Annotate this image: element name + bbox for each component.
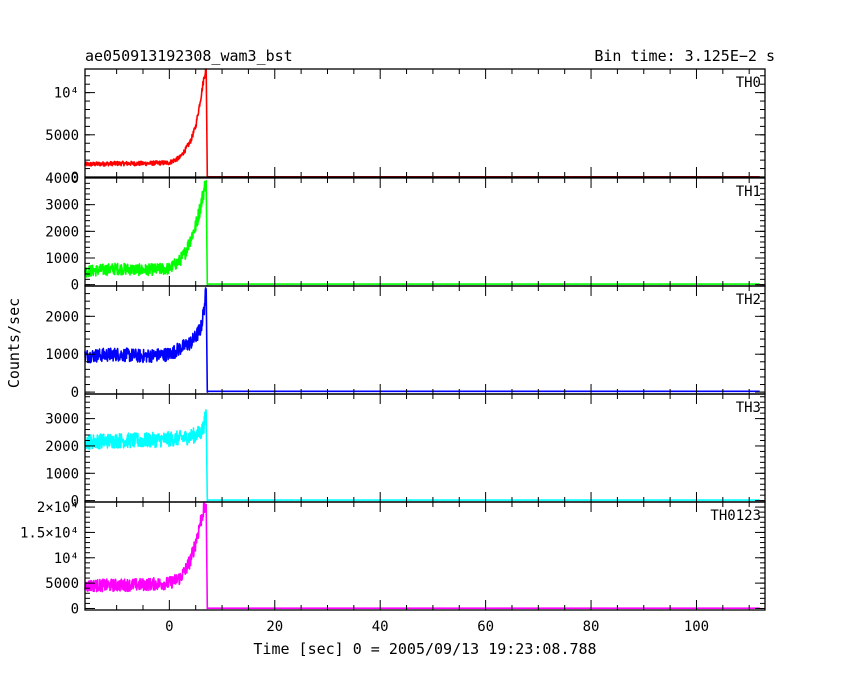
series-line-th0 (84, 68, 760, 178)
x-tick-label: 100 (684, 619, 709, 635)
chart-title: ae050913192308_wam3_bst (85, 47, 293, 65)
y-tick-label: 0 (71, 385, 79, 401)
y-tick-label: 0 (71, 494, 79, 510)
y-tick-label: 1000 (45, 251, 79, 267)
y-tick-label: 2000 (45, 224, 79, 240)
y-tick-label: 0 (71, 278, 79, 294)
panel-frame (84, 285, 766, 395)
panel-th1: TH1 0 1000 2000 3000 4000 (45, 171, 766, 294)
bin-time-label: Bin time: 3.125E−2 s (594, 47, 775, 65)
x-tick-label: 0 (165, 619, 173, 635)
panel-frame (84, 501, 766, 611)
y-tick-label: 1.5×10⁴ (20, 525, 79, 541)
y-tick-label: 3000 (45, 198, 79, 214)
panel-label: TH3 (736, 400, 761, 416)
y-tick-label: 5000 (45, 128, 79, 144)
panels-group: TH00500010⁴TH101000200030004000TH2010002… (20, 68, 766, 635)
panel-th2: TH2 0 1000 2000 (45, 285, 766, 401)
panel-label: TH0123 (710, 508, 761, 524)
y-tick-label: 2×10⁴ (37, 500, 79, 516)
y-tick-label: 2000 (45, 439, 79, 455)
panel-label: TH1 (736, 184, 761, 200)
x-axis-label: Time [sec] 0 = 2005/09/13 19:23:08.788 (253, 640, 596, 658)
series-line-th0123 (84, 501, 760, 610)
x-tick-label: 60 (477, 619, 494, 635)
y-tick-label: 2000 (45, 309, 79, 325)
y-tick-label: 10⁴ (54, 551, 79, 567)
y-tick-label: 1000 (45, 466, 79, 482)
y-tick-label: 4000 (45, 171, 79, 187)
y-tick-label: 5000 (45, 576, 79, 592)
y-tick-label: 3000 (45, 412, 79, 428)
y-tick-label: 0 (71, 170, 79, 186)
series-line-th1 (84, 179, 760, 286)
panel-th3: TH3 0 1000 2000 3000 (45, 393, 766, 510)
y-tick-label: 0 (71, 601, 79, 617)
x-tick-label: 40 (372, 619, 389, 635)
y-tick-label: 1000 (45, 347, 79, 363)
y-axis-label: Counts/sec (5, 298, 23, 388)
panel-frame (84, 177, 766, 287)
panel-label: TH0 (736, 75, 761, 91)
x-tick-label: 20 (266, 619, 283, 635)
y-tick-label: 10⁴ (54, 86, 79, 102)
series-line-th2 (84, 287, 760, 393)
x-tick-label: 80 (583, 619, 600, 635)
panel-frame (84, 68, 766, 178)
panel-frame (84, 393, 766, 503)
panel-label: TH2 (736, 292, 761, 308)
series-line-th3 (84, 409, 760, 502)
panel-th0: TH0 0 5000 10⁴ (45, 68, 766, 186)
panel-th0123: TH0123 0 5000 10⁴ 1.5×10⁴ 2×10⁴ (20, 500, 766, 617)
